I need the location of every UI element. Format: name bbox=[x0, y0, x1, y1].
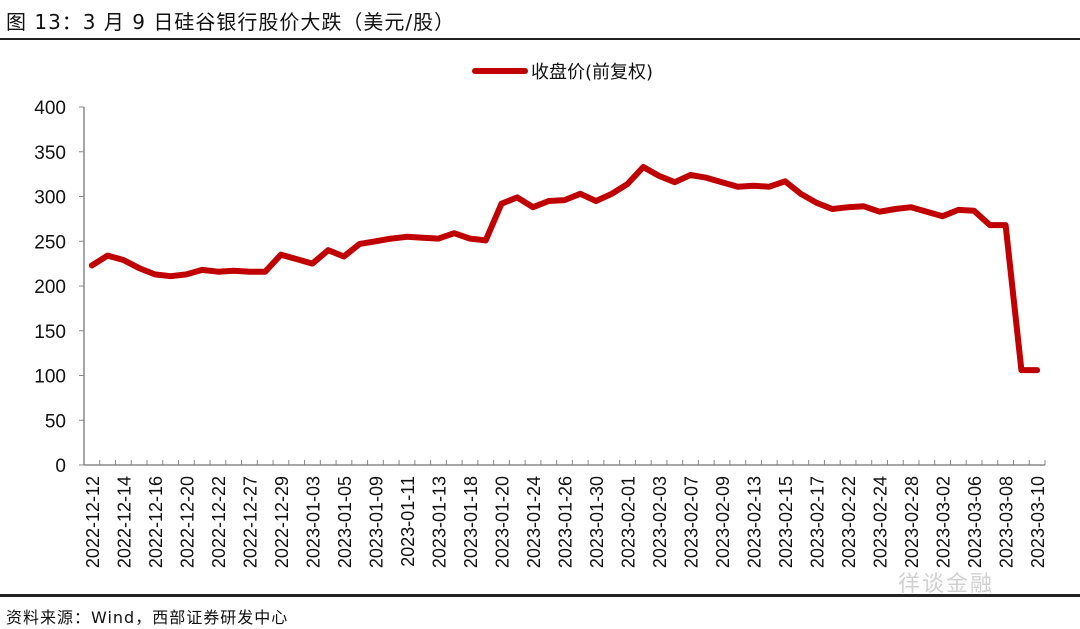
x-tick-label: 2023-02-09 bbox=[713, 476, 733, 568]
x-tick-label: 2023-03-08 bbox=[997, 476, 1017, 568]
y-tick-label: 150 bbox=[34, 322, 66, 343]
x-tick-label: 2022-12-29 bbox=[272, 476, 292, 568]
y-tick-label: 50 bbox=[45, 411, 66, 432]
x-tick-label: 2023-03-10 bbox=[1028, 476, 1048, 568]
y-tick-label: 400 bbox=[34, 98, 66, 119]
x-tick-label: 2023-01-24 bbox=[524, 476, 544, 568]
x-tick-label: 2023-01-30 bbox=[587, 476, 607, 568]
x-tick-label: 2023-03-06 bbox=[965, 476, 985, 568]
y-tick-label: 250 bbox=[34, 232, 66, 253]
x-tick-label: 2023-03-02 bbox=[934, 476, 954, 568]
y-tick-label: 300 bbox=[34, 188, 66, 209]
x-tick-label: 2023-02-28 bbox=[902, 476, 922, 568]
y-axis: 0 50 100 150 200 250 300 350 400 bbox=[34, 98, 85, 477]
figure-title: 图 13：3 月 9 日硅谷银行股价大跌（美元/股） bbox=[6, 10, 456, 34]
line-chart: 收盘价(前复权) 0 50 100 150 200 250 300 350 400 2022-1… bbox=[34, 62, 1048, 568]
x-tick-label: 2022-12-12 bbox=[83, 476, 103, 568]
series-line-close-price bbox=[88, 164, 1041, 374]
x-tick-label: 2023-02-03 bbox=[650, 476, 670, 568]
y-tick-label: 350 bbox=[34, 143, 66, 164]
x-tick-label: 2023-02-13 bbox=[745, 476, 765, 568]
x-tick-label: 2023-02-15 bbox=[776, 476, 796, 568]
x-tick-label: 2023-02-07 bbox=[682, 476, 702, 568]
x-tick-label: 2022-12-22 bbox=[209, 476, 229, 568]
x-tick-label: 2023-01-13 bbox=[429, 476, 449, 568]
x-tick-label: 2023-01-18 bbox=[461, 476, 481, 568]
source-note: 资料来源：Wind，西部证券研发中心 bbox=[6, 608, 289, 627]
x-axis: 2022-12-12 2022-12-14 2022-12-16 2022-12-20… bbox=[83, 460, 1048, 568]
y-tick-label: 0 bbox=[55, 456, 66, 477]
x-tick-label: 2023-01-20 bbox=[492, 476, 512, 568]
watermark: 徉谈金融 bbox=[898, 572, 995, 597]
x-tick-label: 2022-12-16 bbox=[146, 476, 166, 568]
x-tick-label: 2023-01-11 bbox=[398, 476, 418, 567]
bottom-rule bbox=[0, 594, 1080, 597]
x-tick-label: 2023-01-05 bbox=[335, 476, 355, 568]
legend: 收盘价(前复权) bbox=[472, 62, 653, 83]
x-tick-label: 2022-12-27 bbox=[240, 476, 260, 568]
legend-label: 收盘价(前复权) bbox=[531, 62, 653, 83]
x-tick-label: 2023-02-22 bbox=[839, 476, 859, 568]
y-tick-label: 200 bbox=[34, 277, 66, 298]
x-tick-label: 2023-02-01 bbox=[619, 476, 639, 568]
top-rule bbox=[0, 38, 1080, 40]
y-tick-label: 100 bbox=[34, 367, 66, 388]
x-tick-label: 2023-02-24 bbox=[871, 476, 891, 568]
x-tick-label: 2023-01-03 bbox=[303, 476, 323, 568]
x-tick-label: 2023-01-26 bbox=[556, 476, 576, 568]
x-tick-label: 2022-12-14 bbox=[114, 476, 134, 568]
x-tick-label: 2022-12-20 bbox=[177, 476, 197, 568]
x-tick-label: 2023-02-17 bbox=[808, 476, 828, 568]
x-tick-label: 2023-01-09 bbox=[366, 476, 386, 568]
